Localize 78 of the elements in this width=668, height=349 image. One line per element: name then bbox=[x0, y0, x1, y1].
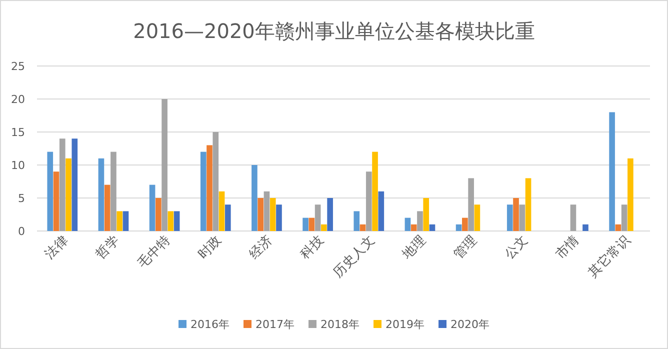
bar bbox=[264, 191, 270, 231]
bar bbox=[174, 211, 180, 231]
bar bbox=[104, 184, 110, 231]
bar bbox=[308, 218, 315, 231]
bar bbox=[354, 211, 360, 231]
y-tick-label: 15 bbox=[11, 126, 25, 139]
x-tick-label: 其它常识 bbox=[585, 232, 634, 281]
bar bbox=[423, 198, 430, 231]
legend-label: 2019年 bbox=[386, 318, 424, 331]
bar bbox=[378, 191, 384, 231]
bar bbox=[224, 204, 231, 231]
chart-title: 2016—2020年赣州事业单位公基各模块比重 bbox=[133, 19, 535, 43]
bar bbox=[372, 152, 378, 231]
bar bbox=[252, 165, 258, 231]
bar bbox=[53, 172, 60, 231]
bar bbox=[366, 172, 372, 231]
bar bbox=[314, 204, 321, 231]
bar bbox=[59, 138, 66, 231]
bar bbox=[456, 224, 462, 231]
bar bbox=[429, 224, 436, 231]
bar bbox=[110, 152, 116, 231]
bar bbox=[116, 211, 123, 231]
y-tick-label: 5 bbox=[18, 192, 25, 205]
legend-label: 2016年 bbox=[190, 318, 230, 331]
y-tick-label: 25 bbox=[11, 60, 25, 73]
bar bbox=[258, 198, 264, 231]
x-tick-label: 历史人文 bbox=[330, 233, 378, 281]
bar bbox=[276, 204, 282, 231]
x-tick-label: 公文 bbox=[502, 233, 532, 262]
bar bbox=[360, 224, 366, 231]
bar bbox=[474, 204, 480, 231]
x-tick-label: 毛中特 bbox=[135, 233, 174, 272]
bar bbox=[302, 218, 308, 231]
x-tick-label: 管理 bbox=[451, 233, 480, 262]
bar bbox=[321, 224, 327, 231]
bar bbox=[200, 152, 206, 231]
bar bbox=[168, 211, 174, 231]
bar bbox=[417, 211, 423, 231]
bar bbox=[582, 224, 588, 231]
bar bbox=[47, 152, 54, 231]
bar bbox=[66, 158, 72, 231]
bar bbox=[519, 204, 526, 231]
bar bbox=[327, 198, 333, 231]
bar bbox=[212, 132, 219, 231]
legend-label: 2017年 bbox=[256, 318, 294, 331]
bar bbox=[609, 112, 615, 231]
bar bbox=[513, 198, 519, 231]
bar bbox=[206, 145, 212, 231]
x-tick-label: 时政 bbox=[196, 233, 225, 262]
bar bbox=[162, 99, 168, 231]
bar bbox=[270, 198, 276, 231]
bar bbox=[218, 191, 225, 231]
x-tick-label: 科技 bbox=[298, 233, 327, 262]
bar bbox=[72, 138, 78, 231]
x-tick-label: 经济 bbox=[246, 233, 276, 262]
bar bbox=[149, 184, 156, 231]
x-tick-label: 地理 bbox=[399, 233, 429, 263]
y-tick-label: 10 bbox=[11, 159, 25, 172]
bar bbox=[615, 224, 622, 231]
bar bbox=[98, 158, 104, 231]
x-tick-label: 哲学 bbox=[93, 233, 122, 262]
bar bbox=[525, 178, 532, 231]
bar bbox=[621, 204, 628, 231]
y-tick-label: 20 bbox=[11, 93, 25, 106]
y-tick-label: 0 bbox=[18, 225, 25, 238]
bar bbox=[506, 204, 513, 231]
bar bbox=[628, 158, 634, 231]
x-tick-label: 市情 bbox=[553, 233, 582, 262]
bar bbox=[468, 178, 474, 231]
bar bbox=[122, 211, 129, 231]
bar bbox=[570, 204, 576, 231]
bar bbox=[462, 218, 468, 231]
legend-label: 2018年 bbox=[320, 318, 360, 331]
bar bbox=[156, 198, 162, 231]
legend-label: 2020年 bbox=[450, 318, 490, 331]
x-tick-label: 法律 bbox=[42, 233, 72, 262]
bar bbox=[404, 218, 411, 231]
bar bbox=[410, 224, 417, 231]
